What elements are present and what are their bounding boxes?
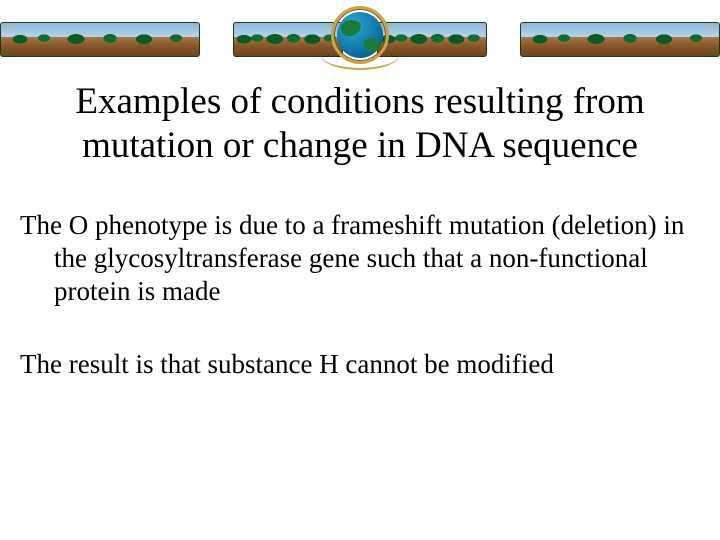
land-strip-mid-right <box>377 22 487 58</box>
paragraph-1: The O phenotype is due to a frameshift m… <box>20 209 700 308</box>
land-strip-left <box>0 22 200 58</box>
paragraph-2: The result is that substance H cannot be… <box>20 348 700 381</box>
land-strip-mid-left <box>233 22 343 58</box>
decorative-banner <box>0 0 720 66</box>
land-strip-right <box>520 22 720 58</box>
slide-content: Examples of conditions resulting from mu… <box>0 66 720 381</box>
slide-title: Examples of conditions resulting from mu… <box>20 80 700 167</box>
